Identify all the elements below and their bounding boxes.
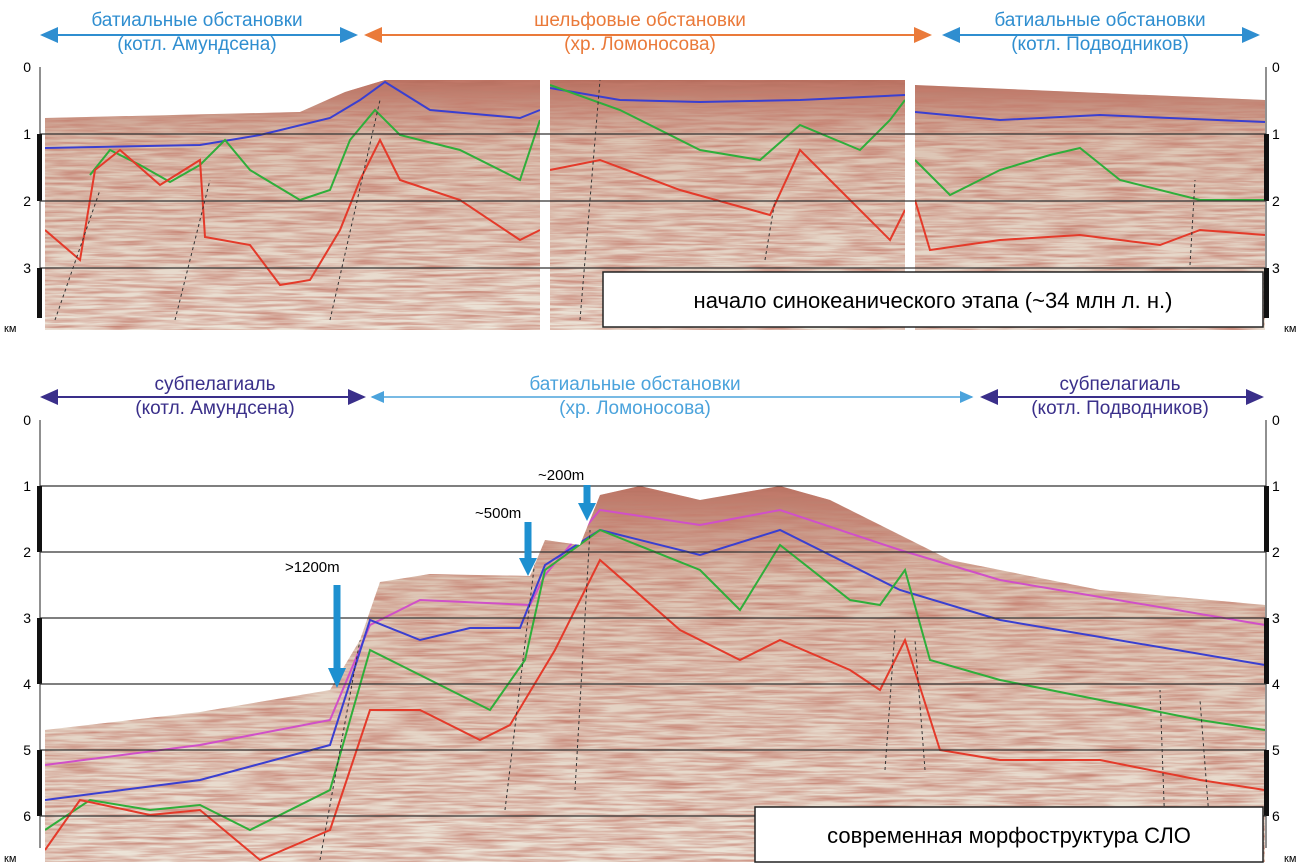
scale-bar [37, 618, 42, 684]
depth-tick-label: 0 [23, 59, 31, 75]
depth-tick-label: 3 [1272, 260, 1280, 276]
annotation: ~500m [475, 505, 521, 522]
header-title: субпелагиаль [154, 374, 275, 395]
depth-tick-label: 1 [23, 126, 31, 142]
depth-tick-label: 5 [1272, 742, 1280, 758]
depth-tick-label: 1 [23, 478, 31, 494]
depth-tick-label: 6 [23, 808, 31, 824]
depth-tick-label: 4 [1272, 676, 1280, 692]
depth-tick-label: 3 [1272, 610, 1280, 626]
header-title: батиальные обстановки [91, 10, 302, 31]
headers: батиальные обстановки (котл. Амундсена) … [42, 10, 1258, 55]
scale-bar [1264, 750, 1269, 816]
scale-bar [37, 134, 42, 201]
header-subtitle: (хр. Ломоносова) [564, 34, 716, 55]
annotation: ~200m [538, 467, 584, 484]
scale-bar [1264, 268, 1269, 318]
depth-unit: км [1284, 853, 1296, 865]
depth-tick-label: 2 [1272, 544, 1280, 560]
header-subtitle: (хр. Ломоносова) [559, 398, 711, 419]
scale-bar [37, 486, 42, 552]
depth-unit: км [1284, 323, 1296, 335]
header-subtitle: (котл. Амундсена) [135, 398, 294, 419]
depth-unit: км [4, 853, 16, 865]
depth-tick-label: 0 [1272, 412, 1280, 428]
header-title: батиальные обстановки [994, 10, 1205, 31]
caption: начало синокеанического этапа (~34 млн л… [694, 288, 1173, 313]
figure: батиальные обстановки (котл. Амундсена) … [0, 0, 1306, 867]
depth-tick-label: 2 [23, 544, 31, 560]
depth-tick-label: 0 [1272, 59, 1280, 75]
scale-bar [1264, 618, 1269, 684]
header-title: субпелагиаль [1059, 374, 1180, 395]
scale-bar [1264, 134, 1269, 201]
annotation: >1200m [285, 559, 340, 576]
header-title: шельфовые обстановки [534, 10, 746, 31]
depth-tick-label: 1 [1272, 478, 1280, 494]
depth-tick-label: 3 [23, 260, 31, 276]
depth-unit: км [4, 323, 16, 335]
scale-bar [37, 750, 42, 816]
depth-tick-label: 5 [23, 742, 31, 758]
header-subtitle: (котл. Подводников) [1031, 398, 1209, 419]
scale-bar [1264, 486, 1269, 552]
depth-tick-label: 0 [23, 412, 31, 428]
header-subtitle: (котл. Амундсена) [117, 34, 276, 55]
depth-tick-label: 6 [1272, 808, 1280, 824]
header-title: батиальные обстановки [529, 374, 740, 395]
depth-tick-label: 1 [1272, 126, 1280, 142]
seismic-section [45, 480, 1265, 862]
scale-bar [37, 268, 42, 318]
headers: субпелагиаль (котл. Амундсена) батиальны… [42, 374, 1262, 419]
caption: современная морфоструктура СЛО [827, 823, 1191, 848]
depth-tick-label: 3 [23, 610, 31, 626]
depth-tick-label: 4 [23, 676, 31, 692]
depth-tick-label: 2 [23, 193, 31, 209]
header-subtitle: (котл. Подводников) [1011, 34, 1189, 55]
depth-tick-label: 2 [1272, 193, 1280, 209]
